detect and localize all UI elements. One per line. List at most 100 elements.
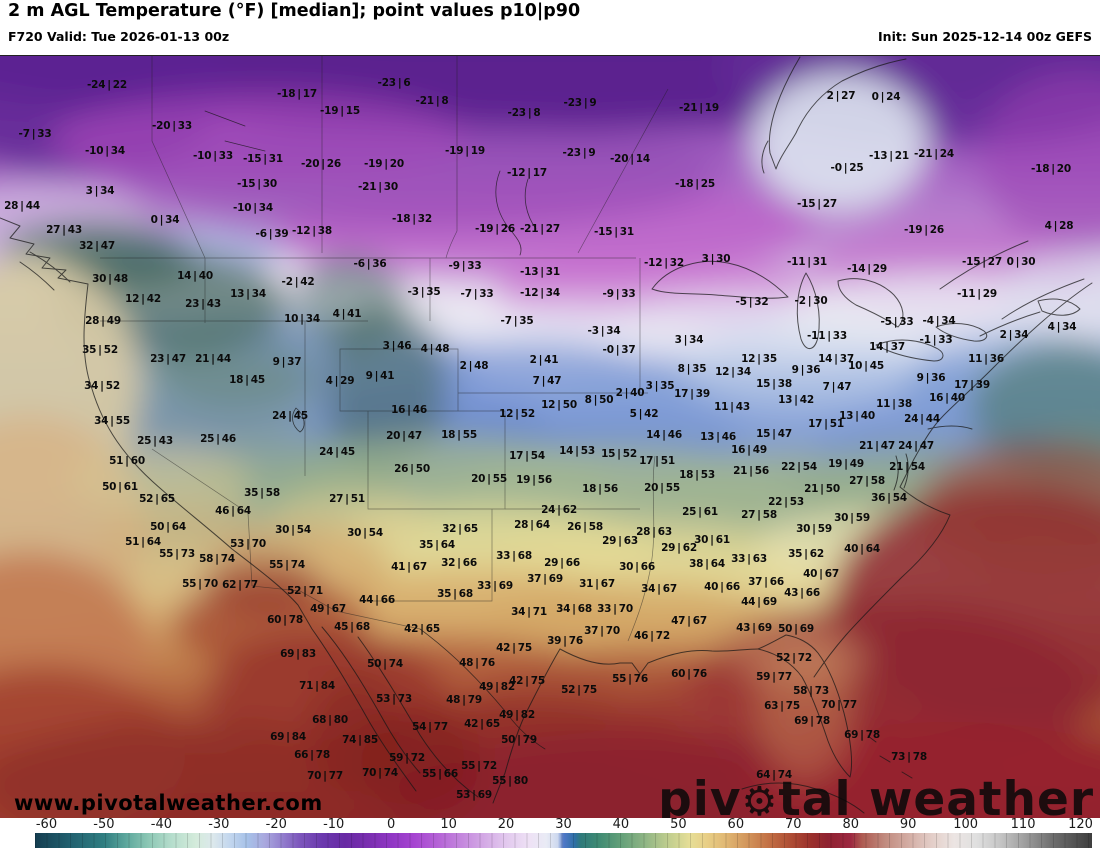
point-value-label: 17 | 39 <box>674 388 710 400</box>
point-value-label: -23 | 9 <box>562 147 596 159</box>
point-value-label: 16 | 40 <box>929 392 965 404</box>
point-value-label: 15 | 38 <box>756 378 792 390</box>
point-value-label: 24 | 45 <box>319 446 355 458</box>
point-value-label: 27 | 43 <box>46 224 82 236</box>
point-value-label: -2 | 30 <box>794 295 828 307</box>
point-value-label: 74 | 85 <box>342 734 378 746</box>
colorbar-gradient <box>35 833 1092 848</box>
point-value-label: 12 | 34 <box>715 366 751 378</box>
point-value-label: 9 | 36 <box>916 372 946 384</box>
point-value-label: 4 | 29 <box>325 375 355 387</box>
point-value-label: 7 | 47 <box>822 381 852 393</box>
point-value-label: 35 | 58 <box>244 487 280 499</box>
point-value-label: 8 | 50 <box>584 394 614 406</box>
point-value-label: -15 | 27 <box>796 198 838 210</box>
point-value-label: 44 | 69 <box>741 596 777 608</box>
point-value-label: 53 | 70 <box>230 538 266 550</box>
colorbar-tick-label: -10 <box>323 817 345 832</box>
political-boundaries <box>100 56 669 642</box>
point-value-label: 30 | 54 <box>347 527 383 539</box>
point-value-label: 54 | 77 <box>412 721 448 733</box>
point-value-label: -21 | 27 <box>519 223 561 235</box>
point-value-label: 8 | 35 <box>677 363 707 375</box>
point-value-label: 51 | 64 <box>125 536 161 548</box>
watermark-url: www.pivotalweather.com <box>14 791 323 815</box>
colorbar-tick-label: 110 <box>1010 817 1036 832</box>
point-value-label: -3 | 35 <box>407 286 441 298</box>
point-value-label: -19 | 26 <box>903 224 945 236</box>
point-value-label: 39 | 76 <box>547 635 583 647</box>
point-value-label: -6 | 39 <box>255 228 289 240</box>
point-value-label: 20 | 55 <box>471 473 507 485</box>
point-value-label: -20 | 14 <box>609 153 651 165</box>
colorbar-tick-label: 60 <box>727 817 745 832</box>
point-value-label: -5 | 32 <box>735 296 769 308</box>
colorbar-tick-label: 10 <box>440 817 457 832</box>
point-value-label: 18 | 55 <box>441 429 477 441</box>
colorbar-tick-label: 90 <box>899 817 917 832</box>
point-value-label: 22 | 54 <box>781 461 817 473</box>
point-value-label: -21 | 8 <box>415 95 449 107</box>
point-value-label: -12 | 34 <box>519 287 561 299</box>
point-value-label: 9 | 41 <box>365 370 395 382</box>
point-value-label: 32 | 65 <box>442 523 478 535</box>
point-value-label: 0 | 30 <box>1006 256 1036 268</box>
point-value-label: 17 | 51 <box>639 455 675 467</box>
point-value-label: 53 | 73 <box>376 693 412 705</box>
colorbar-tick-label: -20 <box>265 817 287 832</box>
map[interactable]: -24 | 22 -18 | 17 -19 | 15 -7 | 33 -20 | 33 -… <box>0 55 1100 819</box>
watermark-logo: piv⚙tal weather <box>658 772 1094 819</box>
point-value-label: -15 | 31 <box>242 153 284 165</box>
point-value-label: -10 | 34 <box>84 145 126 157</box>
point-value-label: 59 | 77 <box>756 671 792 683</box>
point-value-label: 3 | 30 <box>701 253 731 265</box>
init-time-label: Init: Sun 2025-12-14 00z GEFS <box>878 29 1092 44</box>
point-value-label: 34 | 68 <box>556 603 592 615</box>
point-value-label: 55 | 73 <box>159 548 195 560</box>
point-value-label: -20 | 26 <box>300 158 342 170</box>
point-value-label: 0 | 34 <box>150 214 180 226</box>
point-value-label: -15 | 30 <box>236 178 278 190</box>
point-value-label: -7 | 33 <box>460 288 494 300</box>
point-value-label: 3 | 35 <box>645 380 675 392</box>
point-value-label: 35 | 52 <box>82 344 118 356</box>
point-value-label: 13 | 42 <box>778 394 814 406</box>
point-value-label: 70 | 77 <box>307 770 343 782</box>
point-value-label: 7 | 47 <box>532 375 562 387</box>
point-value-label: -21 | 19 <box>678 102 720 114</box>
point-value-label: 35 | 64 <box>419 539 455 551</box>
point-value-label: 36 | 54 <box>871 492 907 504</box>
point-value-label: 46 | 64 <box>215 505 251 517</box>
valid-time-label: F720 Valid: Tue 2026-01-13 00z <box>8 29 230 44</box>
point-value-label: 14 | 53 <box>559 445 595 457</box>
point-value-label: 49 | 67 <box>310 603 346 615</box>
point-value-label: -15 | 31 <box>593 226 635 238</box>
point-value-label: 4 | 34 <box>1047 321 1077 333</box>
point-value-label: 4 | 41 <box>332 308 362 320</box>
colorbar-ticks: -60 -50 -40 -30 -20 -10 0 10 20 30 40 50 60 70 80 90 100… <box>0 817 1100 832</box>
point-value-label: 2 | 34 <box>999 329 1029 341</box>
point-value-label: 34 | 71 <box>511 606 547 618</box>
point-value-label: 22 | 53 <box>768 496 804 508</box>
point-value-label: 12 | 52 <box>499 408 535 420</box>
point-value-label: 0 | 24 <box>871 91 901 103</box>
point-value-label: 28 | 44 <box>4 200 40 212</box>
geography-outlines <box>0 56 1093 814</box>
point-value-label: 47 | 67 <box>671 615 707 627</box>
point-value-label: 21 | 54 <box>889 461 925 473</box>
point-value-label: 31 | 67 <box>579 578 615 590</box>
point-value-label: 25 | 61 <box>682 506 718 518</box>
point-value-label: 71 | 84 <box>299 680 335 692</box>
point-value-label: 20 | 55 <box>644 482 680 494</box>
point-value-label: 52 | 65 <box>139 493 175 505</box>
point-value-label: 60 | 76 <box>671 668 707 680</box>
point-value-label: -11 | 33 <box>806 330 848 342</box>
point-value-label: 30 | 61 <box>694 534 730 546</box>
gear-icon: ⚙ <box>741 779 779 819</box>
point-value-label: 27 | 58 <box>849 475 885 487</box>
point-value-label: 62 | 77 <box>222 579 258 591</box>
colorbar-tick-label: 0 <box>387 817 396 832</box>
point-value-label: -19 | 20 <box>363 158 405 170</box>
point-value-label: 13 | 34 <box>230 288 266 300</box>
point-value-label: -2 | 42 <box>281 276 315 288</box>
